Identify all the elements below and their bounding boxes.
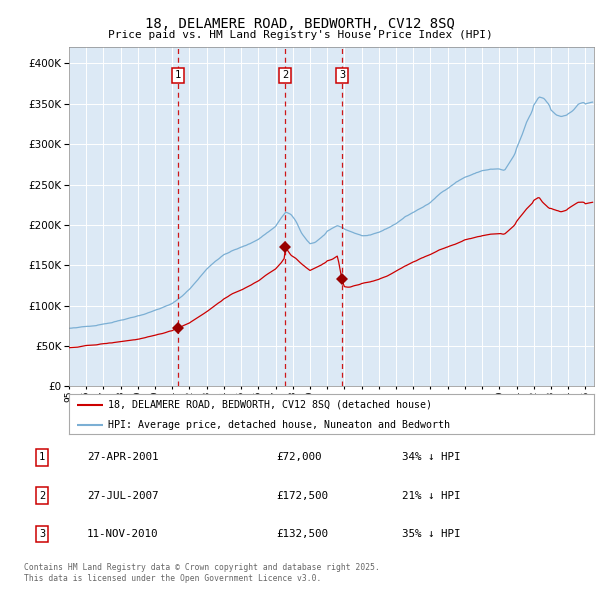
Text: 2: 2 — [282, 70, 289, 80]
Text: 35% ↓ HPI: 35% ↓ HPI — [402, 529, 461, 539]
Text: 18, DELAMERE ROAD, BEDWORTH, CV12 8SQ (detached house): 18, DELAMERE ROAD, BEDWORTH, CV12 8SQ (d… — [109, 400, 433, 410]
Text: Contains HM Land Registry data © Crown copyright and database right 2025.: Contains HM Land Registry data © Crown c… — [24, 563, 380, 572]
Text: 34% ↓ HPI: 34% ↓ HPI — [402, 453, 461, 462]
Text: This data is licensed under the Open Government Licence v3.0.: This data is licensed under the Open Gov… — [24, 574, 322, 583]
Text: Price paid vs. HM Land Registry's House Price Index (HPI): Price paid vs. HM Land Registry's House … — [107, 30, 493, 40]
Text: 18, DELAMERE ROAD, BEDWORTH, CV12 8SQ: 18, DELAMERE ROAD, BEDWORTH, CV12 8SQ — [145, 17, 455, 31]
Text: 11-NOV-2010: 11-NOV-2010 — [87, 529, 158, 539]
Text: 3: 3 — [39, 529, 45, 539]
Text: 1: 1 — [39, 453, 45, 462]
Text: 1: 1 — [175, 70, 181, 80]
Text: 2: 2 — [39, 491, 45, 500]
Text: £72,000: £72,000 — [276, 453, 322, 462]
Text: 27-JUL-2007: 27-JUL-2007 — [87, 491, 158, 500]
Text: 27-APR-2001: 27-APR-2001 — [87, 453, 158, 462]
Text: 3: 3 — [339, 70, 345, 80]
Text: £132,500: £132,500 — [276, 529, 328, 539]
Text: 21% ↓ HPI: 21% ↓ HPI — [402, 491, 461, 500]
Text: HPI: Average price, detached house, Nuneaton and Bedworth: HPI: Average price, detached house, Nune… — [109, 420, 451, 430]
Text: £172,500: £172,500 — [276, 491, 328, 500]
